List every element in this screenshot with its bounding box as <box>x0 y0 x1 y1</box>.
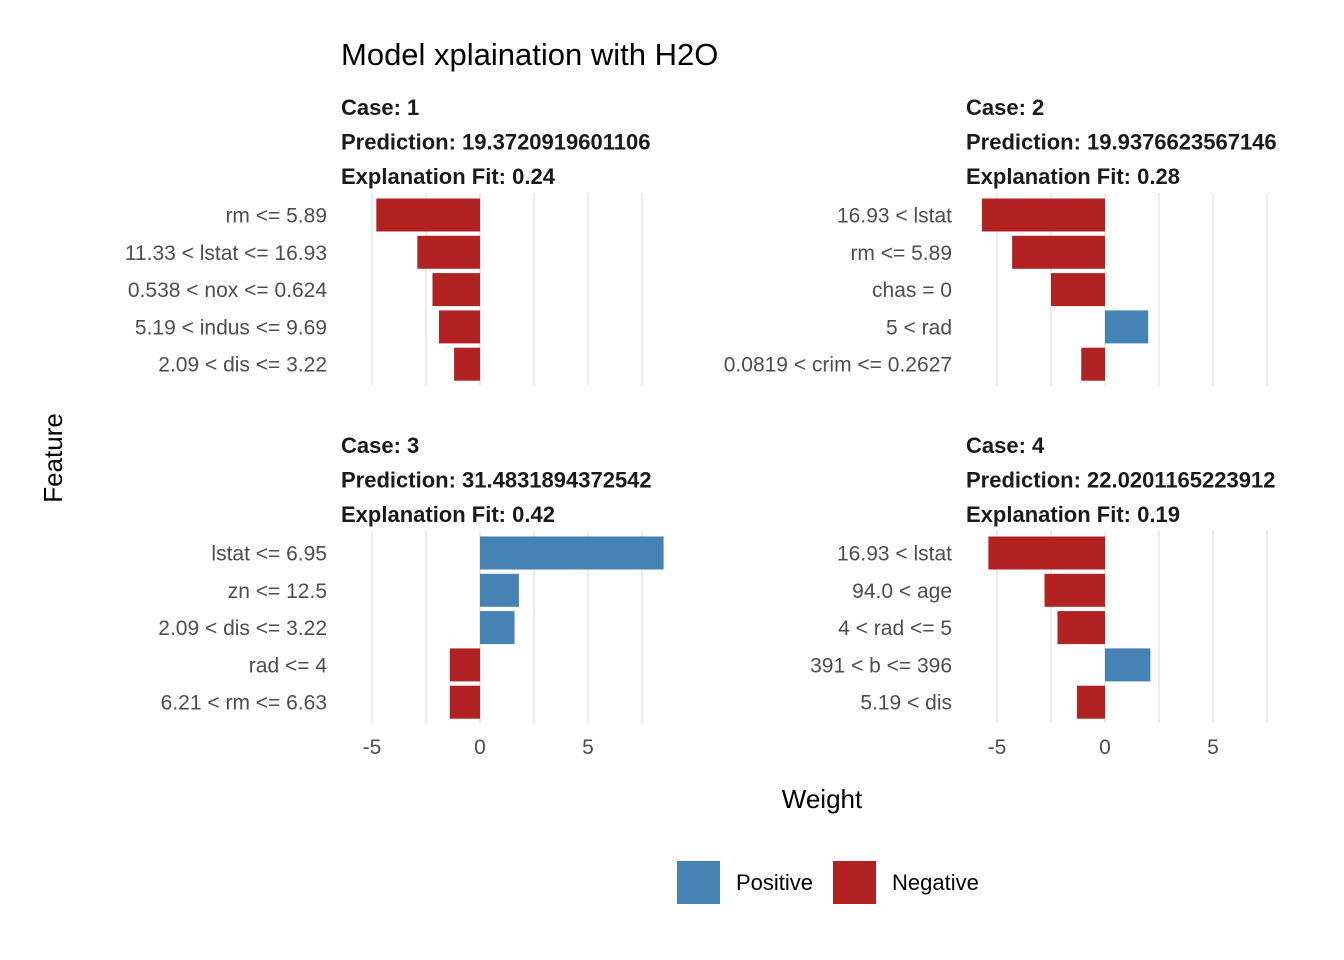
bar <box>1105 648 1151 682</box>
x-tick-label: -5 <box>988 736 1007 759</box>
x-tick-label: 0 <box>1099 736 1111 759</box>
panel-case-4: Case: 4 Prediction: 22.0201165223912 Expla… <box>810 433 1275 759</box>
feature-label: 4 < rad <= 5 <box>838 617 952 640</box>
feature-label: 6.21 < rm <= 6.63 <box>161 692 327 715</box>
strip-case: Case: 4 <box>966 433 1045 458</box>
bar <box>1057 611 1105 645</box>
x-tick-label: 5 <box>1207 736 1219 759</box>
bar <box>1012 235 1105 269</box>
feature-label: 5 < rad <box>886 316 952 339</box>
bar <box>480 611 515 645</box>
bar <box>1044 573 1105 607</box>
strip-prediction: Prediction: 31.4831894372542 <box>341 468 652 493</box>
legend-negative-label: Negative <box>892 870 979 895</box>
feature-label: 0.0819 < crim <= 0.2627 <box>724 354 952 377</box>
bar <box>1105 310 1149 344</box>
panel-case-3: Case: 3 Prediction: 31.4831894372542 Expla… <box>158 433 664 759</box>
bar <box>1076 685 1105 719</box>
bar <box>1081 347 1105 381</box>
feature-label: rm <= 5.89 <box>225 205 327 228</box>
feature-label: 16.93 < lstat <box>837 205 952 228</box>
feature-label: 391 < b <= 396 <box>810 654 952 677</box>
chart-title: Model xplaination with H2O <box>341 37 718 72</box>
feature-label: 16.93 < lstat <box>837 543 952 566</box>
bar <box>449 685 480 719</box>
feature-label: zn <= 12.5 <box>228 580 327 603</box>
bar <box>981 198 1105 232</box>
feature-label: 5.19 < indus <= 9.69 <box>135 316 327 339</box>
legend-negative-swatch <box>833 861 876 904</box>
facet-panels: Case: 1 Prediction: 19.3720919601106 Expla… <box>125 95 1277 759</box>
feature-label: 11.33 < lstat <= 16.93 <box>125 242 327 265</box>
bar <box>480 573 519 607</box>
bar <box>1051 273 1105 307</box>
strip-fit: Explanation Fit: 0.24 <box>341 164 556 189</box>
bar <box>449 648 480 682</box>
bar <box>480 536 664 570</box>
bar <box>432 273 480 307</box>
panel-case-1: Case: 1 Prediction: 19.3720919601106 Expla… <box>125 95 650 385</box>
bar <box>376 198 480 232</box>
strip-fit: Explanation Fit: 0.19 <box>966 502 1180 527</box>
bar <box>438 310 480 344</box>
feature-label: chas = 0 <box>872 279 952 302</box>
x-tick-label: 0 <box>474 736 486 759</box>
strip-prediction: Prediction: 19.9376623567146 <box>966 130 1277 155</box>
feature-label: 0.538 < nox <= 0.624 <box>128 279 327 302</box>
strip-fit: Explanation Fit: 0.28 <box>966 164 1180 189</box>
strip-case: Case: 2 <box>966 95 1044 120</box>
bar <box>988 536 1105 570</box>
strip-case: Case: 1 <box>341 95 419 120</box>
legend-positive-label: Positive <box>736 870 813 895</box>
feature-label: 2.09 < dis <= 3.22 <box>158 354 327 377</box>
bar <box>417 235 480 269</box>
legend: Positive Negative <box>677 861 979 904</box>
feature-label: 2.09 < dis <= 3.22 <box>158 617 327 640</box>
feature-label: lstat <= 6.95 <box>211 543 327 566</box>
strip-prediction: Prediction: 19.3720919601106 <box>341 130 650 155</box>
feature-label: rad <= 4 <box>249 654 328 677</box>
bar <box>454 347 480 381</box>
feature-label: 5.19 < dis <box>860 692 952 715</box>
feature-label: 94.0 < age <box>852 580 952 603</box>
y-axis-label: Feature <box>38 413 68 503</box>
x-tick-label: 5 <box>582 736 594 759</box>
feature-label: rm <= 5.89 <box>850 242 952 265</box>
x-axis-label: Weight <box>782 784 863 814</box>
strip-case: Case: 3 <box>341 433 419 458</box>
strip-fit: Explanation Fit: 0.42 <box>341 502 555 527</box>
legend-positive-swatch <box>677 861 720 904</box>
panel-case-2: Case: 2 Prediction: 19.9376623567146 Expla… <box>724 95 1277 385</box>
x-tick-label: -5 <box>363 736 382 759</box>
strip-prediction: Prediction: 22.0201165223912 <box>966 468 1275 493</box>
